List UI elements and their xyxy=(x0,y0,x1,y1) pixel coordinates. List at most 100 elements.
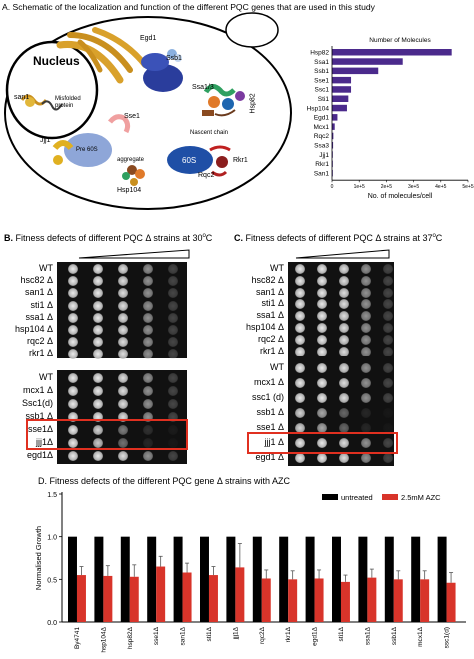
y-tick-label: 1.5 xyxy=(47,492,57,499)
yeast-spot xyxy=(118,425,128,435)
yeast-spot xyxy=(339,363,349,373)
yeast-spot xyxy=(68,373,78,383)
category-label: San1 xyxy=(314,170,330,177)
egd1-label: Egd1 xyxy=(140,35,157,42)
category-label: Sti1 xyxy=(318,96,330,103)
bar-untreated xyxy=(252,536,262,622)
bar xyxy=(332,49,452,56)
yeast-spot xyxy=(93,412,103,422)
yeast-spot xyxy=(143,399,153,409)
yeast-spot xyxy=(168,300,178,311)
yeast-spot xyxy=(93,337,103,348)
bar-2-5mm-azc xyxy=(261,578,271,622)
yeast-spot xyxy=(383,453,393,463)
yeast-spot xyxy=(295,423,305,433)
nucleus-outline xyxy=(5,40,99,140)
yeast-spot xyxy=(93,325,103,335)
yeast-spot xyxy=(383,393,393,403)
nucleus-label: Nucleus xyxy=(33,54,80,68)
yeast-spot xyxy=(317,453,327,463)
bar xyxy=(332,86,352,93)
yeast-spot xyxy=(339,275,349,286)
bar-2-5mm-azc xyxy=(208,575,218,622)
yeast-spot xyxy=(339,346,349,357)
rkr1-label: Rkr1 xyxy=(233,157,248,164)
legend-label: 2.5mM AZC xyxy=(401,493,441,502)
x-category-label: san1Δ xyxy=(180,626,187,645)
yeast-spot xyxy=(93,264,103,274)
bar-untreated xyxy=(200,536,209,622)
yeast-spot xyxy=(317,299,327,310)
category-label: Mcx1 xyxy=(313,124,329,131)
pre60s-label: Pre 60S xyxy=(76,147,98,153)
yeast-spot xyxy=(339,378,349,388)
strain-label: ssc1 (d) xyxy=(251,392,284,402)
hsp82-label: Hsp82 xyxy=(249,93,257,114)
yeast-spot xyxy=(118,386,128,396)
yeast-spot xyxy=(118,373,128,383)
yeast-spot xyxy=(143,276,153,287)
yeast-spot xyxy=(295,275,305,286)
yeast-spot xyxy=(361,438,371,448)
strain-label: hsp104 Δ xyxy=(245,322,284,332)
bar xyxy=(332,132,334,140)
yeast-spot xyxy=(68,451,78,461)
strain-label: mcx1 Δ xyxy=(22,385,53,395)
bar-untreated xyxy=(384,536,394,622)
plate-c-top xyxy=(288,262,394,357)
category-label: Ssb1 xyxy=(314,68,329,75)
yeast-spot xyxy=(68,300,78,311)
yeast-spot xyxy=(93,451,103,461)
category-label: Egd1 xyxy=(314,115,330,122)
yeast-spot xyxy=(93,312,103,323)
strain-label: hsp104 Δ xyxy=(14,324,53,334)
yeast-spot xyxy=(383,423,393,433)
60s-label: 60S xyxy=(182,156,197,165)
yeast-spot xyxy=(118,312,128,323)
yeast-spot xyxy=(143,312,153,323)
legend-swatch xyxy=(382,494,398,500)
yeast-spot xyxy=(143,412,153,422)
bar xyxy=(332,142,334,149)
bar xyxy=(332,114,338,121)
bar-untreated xyxy=(305,536,315,622)
bar-2-5mm-azc xyxy=(103,575,113,622)
bar-untreated xyxy=(173,536,183,622)
x-category-label: ssa1Δ xyxy=(364,626,371,645)
nascent-label: Nascent chain xyxy=(190,130,229,136)
yeast-spot xyxy=(295,323,305,333)
strain-label: WT xyxy=(39,263,53,273)
azc-growth-chart: untreated 2.5mM AZC 0.0 0.5 1.0 1.5 Normalised… xyxy=(34,492,466,653)
yeast-spot xyxy=(168,325,178,335)
yeast-spot xyxy=(68,337,78,348)
x-category-label: egd1Δ xyxy=(312,626,319,645)
yeast-spot xyxy=(143,337,153,348)
cell-schematic xyxy=(4,12,292,210)
yeast-spot xyxy=(68,288,78,299)
y-tick-label: 1.0 xyxy=(47,535,57,542)
x-tick-label: 3e+5 xyxy=(408,184,419,190)
yeast-spot xyxy=(361,264,371,274)
yeast-spot xyxy=(361,275,371,286)
yeast-spot xyxy=(168,438,178,448)
yeast-spot xyxy=(361,363,371,373)
strain-label: ssb1 Δ xyxy=(25,411,53,421)
yeast-spot xyxy=(339,393,349,403)
san1-label: san1 xyxy=(14,94,30,101)
yeast-spot xyxy=(68,264,78,274)
yeast-spot xyxy=(383,438,393,448)
yeast-spot xyxy=(295,378,305,388)
yeast-spot xyxy=(317,393,327,403)
strain-label: mcx1 Δ xyxy=(253,377,284,387)
category-label: Ssc1 xyxy=(315,87,330,94)
yeast-spot xyxy=(168,264,178,274)
panel-b-title: B. Fitness defects of different PQC Δ st… xyxy=(4,233,213,243)
yeast-spot xyxy=(168,288,178,299)
legend-label: untreated xyxy=(341,493,373,502)
bar-untreated xyxy=(437,536,447,622)
bar-2-5mm-azc xyxy=(446,582,456,622)
strain-label: sse1Δ xyxy=(27,424,53,434)
strain-label: rqc2 Δ xyxy=(26,336,53,347)
yeast-spot xyxy=(339,438,349,448)
bar xyxy=(332,95,349,102)
